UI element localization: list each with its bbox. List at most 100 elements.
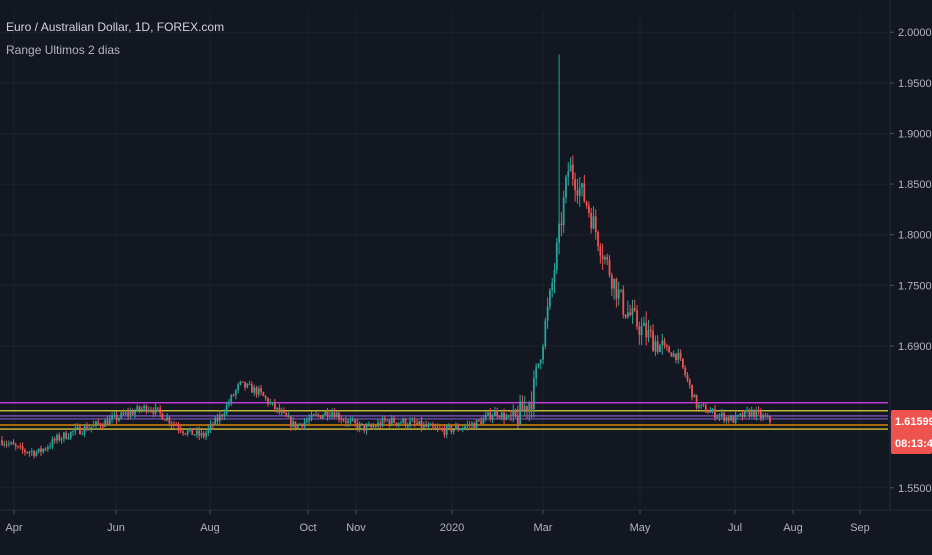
candle-body — [127, 412, 129, 416]
candle-body — [35, 452, 38, 456]
candle-body — [26, 451, 29, 453]
candle-body — [5, 444, 8, 446]
candle-body — [209, 423, 212, 429]
candle-body — [228, 402, 230, 405]
candle-body — [633, 308, 636, 311]
candle-body — [459, 429, 462, 431]
candle-body — [276, 407, 279, 410]
candle-body — [624, 314, 627, 318]
candle-body — [753, 409, 755, 417]
candle-body — [668, 346, 671, 353]
candle-body — [730, 416, 732, 421]
candles — [1, 54, 771, 459]
candle-body — [526, 406, 528, 411]
candle-body — [19, 446, 22, 448]
candle-body — [104, 420, 107, 427]
candle-body — [278, 407, 281, 413]
candle-body — [505, 416, 508, 420]
candle-body — [315, 414, 317, 416]
candle-body — [331, 412, 334, 416]
candle-body — [620, 289, 622, 291]
candle-body — [273, 402, 276, 410]
candle-body — [340, 419, 343, 421]
candle-body — [349, 420, 352, 422]
candle-body — [629, 312, 632, 316]
candle-body — [402, 418, 405, 423]
candle-body — [344, 420, 347, 423]
candle-body — [33, 451, 35, 456]
candle-body — [113, 414, 116, 417]
candle-body — [704, 405, 707, 413]
candle-body — [679, 352, 682, 359]
candle-body — [677, 352, 680, 361]
symbol-title[interactable]: Euro / Australian Dollar, 1D, FOREX.com — [6, 20, 225, 34]
candle-body — [395, 422, 398, 425]
candle-body — [111, 416, 113, 419]
candle-body — [136, 406, 139, 412]
candle-body — [285, 412, 288, 417]
candle-body — [537, 363, 540, 367]
candle-body — [516, 415, 519, 425]
candle-body — [493, 410, 496, 416]
candle-body — [422, 424, 425, 428]
candle-body — [528, 402, 531, 411]
time-axis[interactable]: Apr Jun Aug Oct Nov 2020 Mar May Jul Aug Sep — [5, 510, 870, 534]
candle-body — [150, 409, 152, 411]
candle-body — [716, 416, 719, 419]
candle-body — [383, 418, 386, 421]
candle-body — [769, 416, 771, 423]
candle-body — [599, 246, 602, 256]
candle-body — [434, 426, 437, 428]
candle-body — [289, 416, 292, 427]
price-tick-label: 2.00000 — [898, 27, 932, 39]
candle-body — [523, 406, 526, 411]
candle-body — [46, 447, 49, 450]
candle-body — [283, 411, 285, 413]
candle-body — [328, 415, 331, 417]
candle-body — [416, 423, 418, 425]
candle-body — [244, 381, 246, 388]
candle-body — [207, 428, 210, 433]
candle-body — [711, 409, 714, 412]
candle-body — [347, 420, 350, 423]
time-tick-label: Jun — [107, 522, 125, 534]
candle-body — [700, 404, 703, 406]
candle-body — [569, 164, 572, 172]
candle-body — [464, 426, 466, 429]
candle-body — [583, 183, 586, 202]
candle-body — [62, 432, 65, 439]
candle-body — [762, 415, 765, 418]
candle-body — [88, 428, 91, 431]
candle-body — [257, 388, 260, 395]
candle-body — [413, 420, 416, 424]
candle-body — [152, 410, 155, 414]
candle-body — [737, 414, 739, 416]
candle-body — [691, 384, 693, 398]
candle-body — [480, 420, 483, 424]
candle-body — [381, 418, 384, 426]
candle-body — [461, 428, 464, 430]
candle-body — [271, 402, 274, 404]
candle-body — [170, 423, 173, 425]
candle-body — [310, 414, 313, 419]
candle-body — [221, 414, 223, 417]
candle-body — [397, 422, 400, 425]
time-tick-label: Oct — [299, 522, 316, 534]
candle-body — [649, 329, 652, 332]
candle-body — [764, 415, 767, 417]
candle-body — [510, 415, 512, 417]
candle-body — [707, 412, 710, 414]
candle-body — [555, 242, 558, 270]
candle-body — [532, 378, 535, 410]
candle-body — [681, 358, 684, 368]
candle-body — [546, 306, 549, 321]
indicator-label[interactable]: Range Ultimos 2 dias — [6, 43, 121, 57]
candle-body — [425, 424, 428, 427]
candle-body — [714, 409, 716, 419]
candle-body — [200, 432, 203, 436]
candle-body — [134, 411, 136, 415]
candle-body — [230, 395, 233, 403]
